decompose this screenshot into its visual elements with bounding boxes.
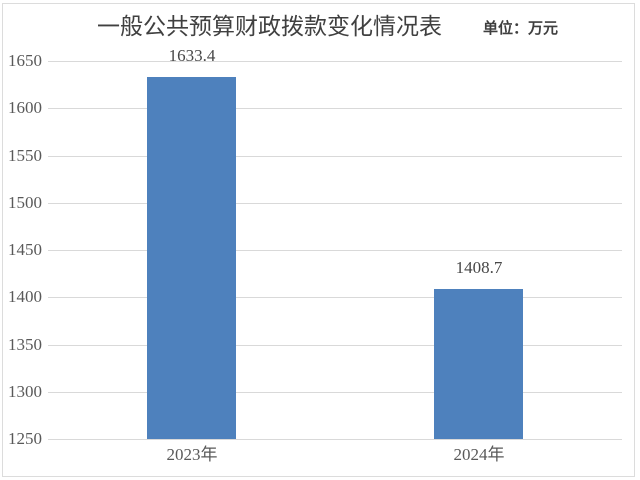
y-tick-label: 1550: [8, 146, 42, 165]
x-category-label: 2023年: [166, 445, 218, 464]
y-gridline: [48, 392, 622, 393]
bar: [434, 289, 523, 439]
y-tick-label: 1500: [8, 193, 42, 212]
y-tick-label: 1600: [8, 98, 42, 117]
y-tick-label: 1650: [8, 51, 42, 70]
y-gridline: [48, 203, 622, 204]
bar: [147, 77, 236, 439]
x-category-label: 2024年: [453, 445, 505, 464]
y-tick-label: 1450: [8, 240, 42, 259]
y-tick-label: 1300: [8, 382, 42, 401]
x-axis-baseline: [48, 439, 622, 440]
y-tick-label: 1250: [8, 429, 42, 448]
bar-value-label: 1408.7: [455, 258, 503, 277]
y-tick-label: 1400: [8, 287, 42, 306]
chart-border: [2, 3, 635, 477]
y-gridline: [48, 156, 622, 157]
bar-value-label: 1633.4: [168, 46, 216, 65]
y-tick-label: 1350: [8, 335, 42, 354]
y-gridline: [48, 61, 622, 62]
y-gridline: [48, 108, 622, 109]
y-gridline: [48, 345, 622, 346]
y-gridline: [48, 250, 622, 251]
chart-title: 一般公共预算财政拨款变化情况表: [97, 14, 442, 39]
y-gridline: [48, 297, 622, 298]
unit-label: 单位：万元: [483, 20, 559, 37]
